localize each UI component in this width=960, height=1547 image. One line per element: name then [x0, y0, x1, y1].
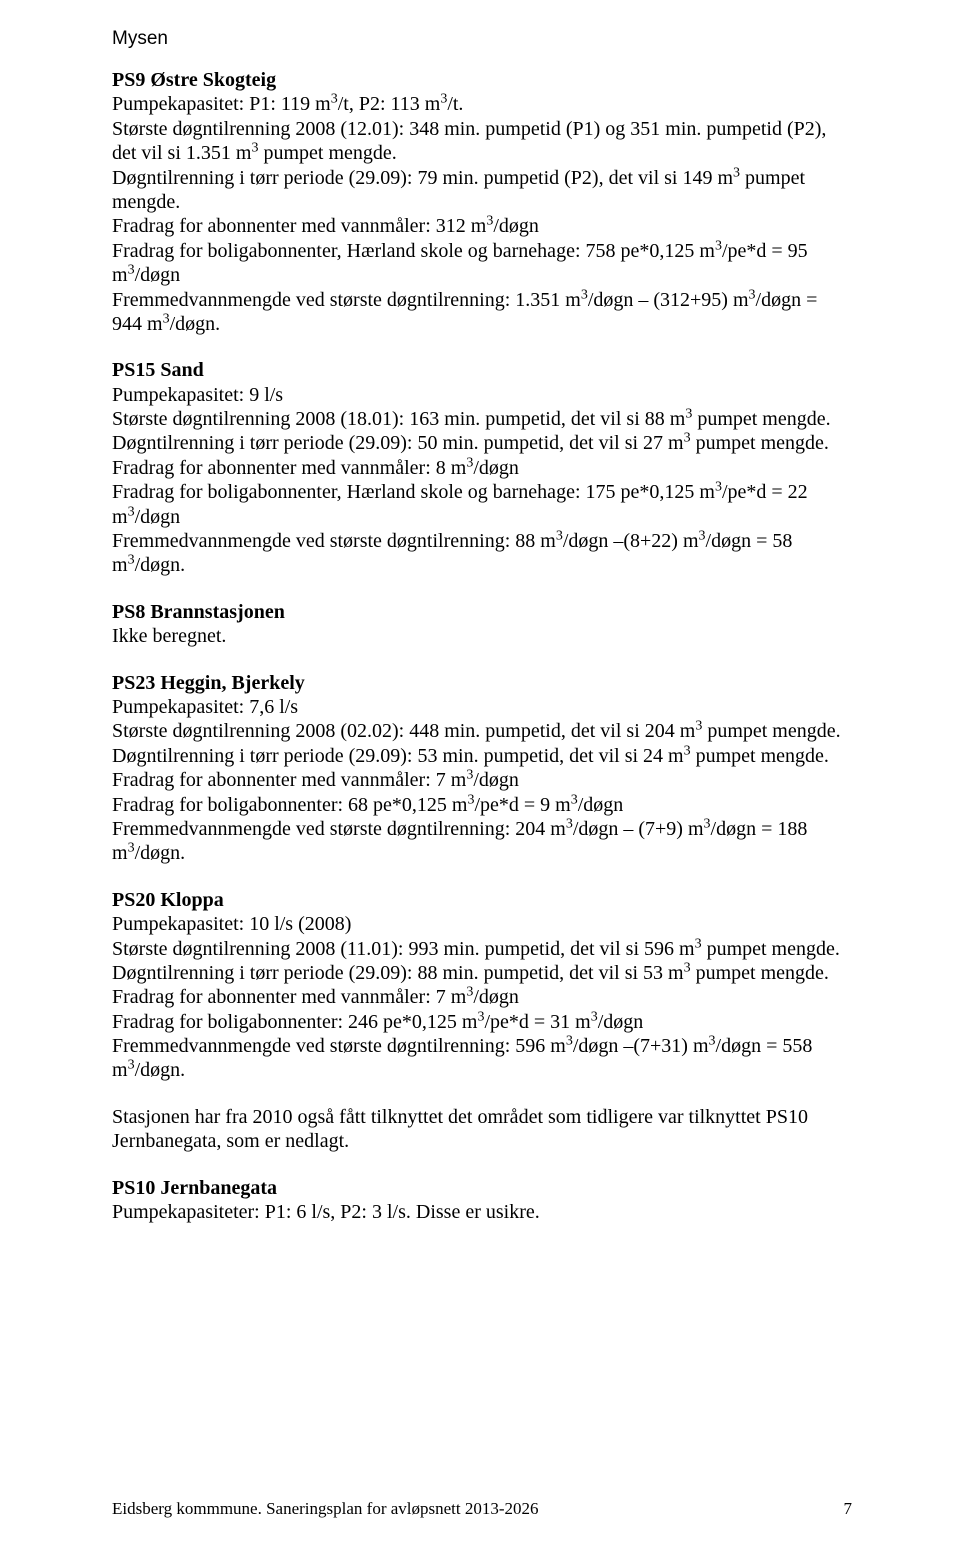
body-line: Fremmedvannmengde ved største døgntilren…	[112, 529, 852, 578]
body-line: Fradrag for boligabonnenter: 246 pe*0,12…	[112, 1010, 852, 1034]
body-line: Fradrag for boligabonnenter, Hærland sko…	[112, 480, 852, 529]
station-title: PS20 Kloppa	[112, 888, 852, 912]
body-line: Pumpekapasiteter: P1: 6 l/s, P2: 3 l/s. …	[112, 1200, 852, 1224]
station-block: PS15 SandPumpekapasitet: 9 l/sStørste dø…	[112, 358, 852, 578]
station-block: PS8 BrannstasjonenIkke beregnet.	[112, 600, 852, 649]
body-line: Stasjonen har fra 2010 også fått tilknyt…	[112, 1105, 852, 1154]
content-blocks: PS9 Østre SkogteigPumpekapasitet: P1: 11…	[112, 68, 852, 1224]
body-line: Største døgntilrenning 2008 (18.01): 163…	[112, 407, 852, 431]
body-line: Fradrag for abonnenter med vannmåler: 8 …	[112, 456, 852, 480]
section-header-mysen: Mysen	[112, 28, 852, 50]
page: Mysen PS9 Østre SkogteigPumpekapasitet: …	[0, 0, 960, 1547]
station-block: PS10 JernbanegataPumpekapasiteter: P1: 6…	[112, 1176, 852, 1225]
station-block: PS20 KloppaPumpekapasitet: 10 l/s (2008)…	[112, 888, 852, 1083]
station-title: PS9 Østre Skogteig	[112, 68, 852, 92]
station-title: PS15 Sand	[112, 358, 852, 382]
body-line: Fremmedvannmengde ved største døgntilren…	[112, 288, 852, 337]
body-line: Pumpekapasitet: 7,6 l/s	[112, 695, 852, 719]
body-line: Største døgntilrenning 2008 (12.01): 348…	[112, 117, 852, 166]
body-line: Døgntilrenning i tørr periode (29.09): 5…	[112, 431, 852, 455]
body-line: Fradrag for abonnenter med vannmåler: 7 …	[112, 768, 852, 792]
station-title: PS10 Jernbanegata	[112, 1176, 852, 1200]
body-line: Fradrag for boligabonnenter, Hærland sko…	[112, 239, 852, 288]
body-line: Største døgntilrenning 2008 (11.01): 993…	[112, 937, 852, 961]
body-line: Pumpekapasitet: 9 l/s	[112, 383, 852, 407]
body-line: Fremmedvannmengde ved største døgntilren…	[112, 1034, 852, 1083]
body-line: Fradrag for abonnenter med vannmåler: 7 …	[112, 985, 852, 1009]
station-title: PS23 Heggin, Bjerkely	[112, 671, 852, 695]
body-line: Pumpekapasitet: P1: 119 m3/t, P2: 113 m3…	[112, 92, 852, 116]
body-line: Fradrag for abonnenter med vannmåler: 31…	[112, 214, 852, 238]
station-block: Stasjonen har fra 2010 også fått tilknyt…	[112, 1105, 852, 1154]
station-block: PS23 Heggin, BjerkelyPumpekapasitet: 7,6…	[112, 671, 852, 866]
station-title: PS8 Brannstasjonen	[112, 600, 852, 624]
body-line: Døgntilrenning i tørr periode (29.09): 8…	[112, 961, 852, 985]
body-line: Døgntilrenning i tørr periode (29.09): 7…	[112, 166, 852, 215]
body-line: Fradrag for boligabonnenter: 68 pe*0,125…	[112, 793, 852, 817]
page-footer: Eidsberg kommmune. Saneringsplan for avl…	[112, 1499, 852, 1519]
footer-page-number: 7	[844, 1499, 853, 1519]
body-line: Største døgntilrenning 2008 (02.02): 448…	[112, 719, 852, 743]
body-line: Døgntilrenning i tørr periode (29.09): 5…	[112, 744, 852, 768]
body-line: Pumpekapasitet: 10 l/s (2008)	[112, 912, 852, 936]
body-line: Ikke beregnet.	[112, 624, 852, 648]
footer-left: Eidsberg kommmune. Saneringsplan for avl…	[112, 1499, 539, 1519]
station-block: PS9 Østre SkogteigPumpekapasitet: P1: 11…	[112, 68, 852, 336]
body-line: Fremmedvannmengde ved største døgntilren…	[112, 817, 852, 866]
